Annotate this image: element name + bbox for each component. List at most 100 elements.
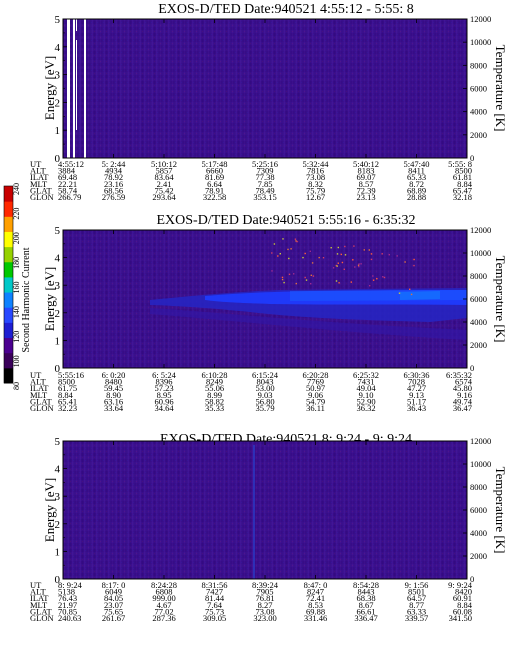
orbit-table-cell: 68.89: [407, 185, 426, 195]
orbit-table-cell: 5:17:48: [202, 159, 228, 169]
orbit-table-cell: 68.56: [104, 185, 123, 195]
orbit-table-cell: 76.43: [58, 593, 77, 603]
orbit-table-cell: 8500: [455, 166, 472, 176]
temperature-tick-label: 8000: [470, 271, 487, 281]
colorbar-tick-label: 200: [12, 232, 21, 244]
panel-2-enhanced-band: [150, 288, 467, 340]
orbit-table-cell: 23.13: [356, 192, 375, 202]
orbit-table-cell: 6660: [206, 166, 223, 176]
energy-tick-label: 3: [55, 70, 61, 82]
orbit-row-label: GLON: [30, 403, 54, 413]
orbit-table-cell: 65.33: [407, 172, 426, 182]
orbit-table-cell: 33.64: [104, 403, 124, 413]
orbit-table-cell: 999.00: [152, 593, 175, 603]
temperature-tick-label: 0: [470, 363, 474, 373]
orbit-table-cell: 6.64: [207, 179, 223, 189]
colorbar-tick-label: 120: [12, 331, 21, 343]
orbit-table-cell: 66.61: [356, 606, 375, 616]
panel-2-ylabel: Energy [eV]: [42, 267, 57, 331]
temperature-tick-label: 8000: [470, 60, 487, 70]
orbit-table-cell: 4:55:12: [58, 159, 84, 169]
orbit-table-cell: 6:30:36: [404, 370, 430, 380]
panel-3-ylabel: Energy [eV]: [42, 478, 57, 542]
energy-tick-label: 0: [55, 153, 61, 165]
energy-tick-label: 3: [55, 491, 61, 503]
orbit-table-cell: 6:25:32: [353, 370, 379, 380]
orbit-table-cell: 8396: [156, 377, 173, 387]
orbit-table-cell: 72.39: [356, 185, 375, 195]
orbit-table-cell: 6:20:28: [303, 370, 329, 380]
orbit-row-label: ALT: [30, 377, 47, 387]
orbit-table-cell: 6:15:24: [252, 370, 279, 380]
orbit-table-cell: 65.47: [453, 185, 472, 195]
orbit-table-cell: 8:54:28: [353, 580, 379, 590]
orbit-table-cell: 5:10:12: [151, 159, 177, 169]
orbit-table-cell: 5: 2:44: [102, 159, 127, 169]
orbit-table-cell: 52.90: [356, 396, 375, 406]
panel-1-ylabel: Energy [eV]: [42, 56, 57, 120]
temperature-tick-label: 2000: [470, 551, 487, 561]
orbit-table-cell: 7.85: [258, 179, 273, 189]
orbit-table-cell: 5:47:40: [404, 159, 430, 169]
orbit-table-cell: 8249: [206, 377, 223, 387]
panel-2: EXOS-D/TED Date:940521 5:55:16 - 6:35:32…: [30, 213, 505, 413]
temperature-tick-label: 10000: [470, 459, 491, 469]
energy-tick-label: 4: [55, 464, 61, 476]
orbit-row-label: UT: [30, 580, 42, 590]
orbit-table-cell: 34.64: [154, 403, 174, 413]
temperature-tick-label: 4000: [470, 317, 487, 327]
orbit-table-cell: 8:47: 0: [304, 580, 328, 590]
orbit-table-cell: 83.64: [154, 172, 174, 182]
orbit-table-cell: 261.67: [102, 613, 125, 623]
orbit-table-cell: 3884: [58, 166, 76, 176]
orbit-table-cell: 5138: [58, 587, 75, 597]
panel-3-streak: [253, 445, 255, 579]
temperature-tick-label: 12000: [470, 436, 491, 446]
colorbar-tick-label: 220: [12, 208, 21, 220]
orbit-table-cell: 35.79: [255, 403, 274, 413]
colorbar-segment: [4, 367, 13, 384]
energy-tick-label: 5: [55, 14, 61, 26]
orbit-table-cell: 8.99: [207, 390, 222, 400]
orbit-table-cell: 23.07: [104, 600, 123, 610]
orbit-table-cell: 9.06: [308, 390, 323, 400]
orbit-table-cell: 2.41: [157, 179, 172, 189]
panel-2-title: EXOS-D/TED Date:940521 5:55:16 - 6:35:32: [157, 213, 416, 228]
orbit-row-label: MLT: [30, 179, 48, 189]
orbit-table-cell: 75.65: [104, 606, 123, 616]
orbit-table-cell: 36.47: [453, 403, 472, 413]
orbit-table-cell: 49.04: [356, 383, 376, 393]
orbit-table-cell: 8: 9:24: [58, 580, 83, 590]
orbit-table-cell: 59.45: [104, 383, 123, 393]
orbit-table-cell: 69.07: [356, 172, 375, 182]
orbit-table-cell: 75.42: [154, 185, 173, 195]
orbit-table-cell: 68.38: [356, 593, 375, 603]
orbit-row-label: MLT: [30, 600, 48, 610]
orbit-table-cell: 7028: [408, 377, 425, 387]
orbit-table-cell: 58.82: [205, 396, 224, 406]
orbit-table-cell: 6: 5:24: [152, 370, 177, 380]
energy-tick-label: 5: [55, 225, 61, 237]
colorbar-segment: [4, 231, 13, 248]
energy-tick-label: 5: [55, 436, 61, 448]
orbit-row-label: ALT: [30, 587, 47, 597]
orbit-table-cell: 5:25:16: [252, 159, 278, 169]
orbit-table-cell: 63.16: [104, 396, 123, 406]
orbit-table-cell: 36.32: [356, 403, 375, 413]
orbit-row-label: ILAT: [30, 593, 49, 603]
energy-tick-label: 1: [55, 335, 61, 347]
temperature-tick-label: 10000: [470, 248, 491, 258]
orbit-table-cell: 6574: [455, 377, 473, 387]
orbit-table-cell: 78.91: [205, 185, 224, 195]
orbit-table-cell: 331.46: [304, 613, 327, 623]
orbit-table-cell: 8.77: [409, 600, 424, 610]
orbit-table-cell: 8420: [455, 587, 472, 597]
temperature-tick-label: 6000: [470, 294, 487, 304]
temperature-tick-label: 2000: [470, 130, 487, 140]
orbit-table-cell: 54.79: [306, 396, 325, 406]
orbit-table-cell: 7905: [257, 587, 274, 597]
orbit-table-cell: 8.84: [457, 600, 473, 610]
orbit-table-cell: 4934: [105, 166, 123, 176]
